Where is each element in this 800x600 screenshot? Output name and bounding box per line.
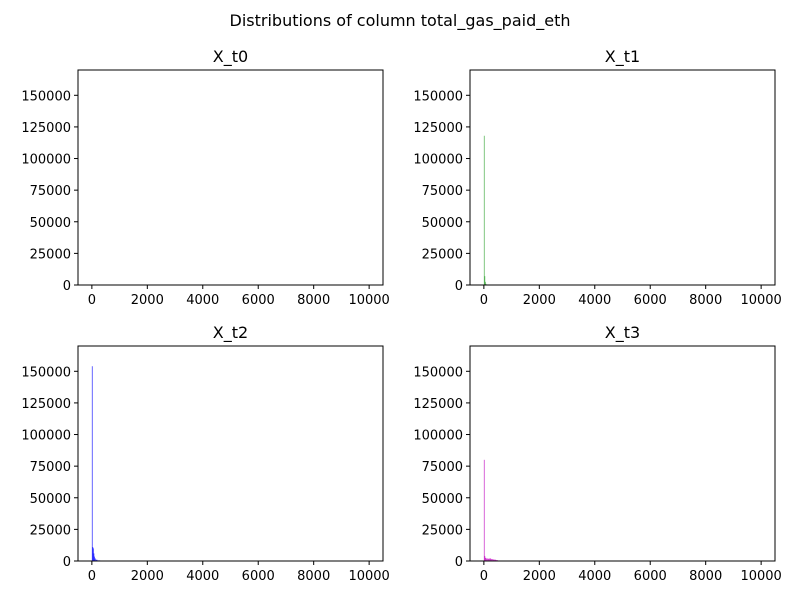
y-tick-label: 25000 (422, 247, 463, 262)
subplot-title: X_t3 (605, 323, 640, 343)
axes-frame (469, 69, 776, 286)
x-tick-label: 0 (88, 569, 96, 584)
x-tick-label: 2000 (131, 293, 164, 308)
y-tick-label: 50000 (30, 216, 71, 231)
y-tick-label: 150000 (21, 365, 71, 380)
x-tick-label: 6000 (634, 569, 667, 584)
histogram-bar (94, 556, 95, 561)
histogram-bar (94, 558, 96, 561)
y-tick-label: 50000 (422, 492, 463, 507)
y-tick-label: 0 (63, 555, 71, 570)
subplot-grid: X_t00 2000 4000 6000 8000 1000002500050000750… (21, 47, 781, 584)
histogram-bar (484, 557, 487, 561)
y-tick-label: 0 (455, 555, 463, 570)
subplot-x_t2: X_t20 2000 4000 6000 8000 1000002500050000750… (21, 323, 389, 584)
x-tick-label: 0 (480, 569, 488, 584)
x-tick-label: 10000 (740, 569, 781, 584)
x-tick-label: 6000 (242, 569, 275, 584)
histogram-bar (91, 366, 93, 561)
axes-frame (77, 69, 384, 286)
y-tick-label: 75000 (30, 460, 71, 475)
y-tick-label: 75000 (422, 184, 463, 199)
histogram-bar (92, 547, 94, 561)
histogram-bar (491, 559, 493, 561)
y-tick-label: 150000 (413, 89, 463, 104)
axes-frame (469, 345, 776, 562)
x-tick-label: 8000 (689, 569, 722, 584)
y-tick-label: 100000 (413, 153, 463, 168)
x-tick-label: 4000 (578, 293, 611, 308)
axes-frame (77, 345, 384, 562)
y-tick-label: 0 (455, 279, 463, 294)
x-tick-label: 2000 (523, 293, 556, 308)
subplot-title: X_t1 (605, 47, 640, 67)
histogram-bar (484, 276, 486, 285)
histogram-bar (93, 553, 95, 561)
histogram-bar (484, 555, 486, 561)
subplot-x_t1: X_t10 2000 4000 6000 8000 1000002500050000750… (413, 47, 781, 308)
x-tick-label: 8000 (297, 293, 330, 308)
histogram-bar (92, 548, 94, 561)
y-tick-label: 25000 (422, 523, 463, 538)
histogram-bar (487, 558, 490, 561)
y-tick-label: 50000 (422, 216, 463, 231)
histogram-bar (484, 281, 486, 285)
y-tick-label: 25000 (30, 523, 71, 538)
histogram-bar (485, 283, 487, 285)
y-tick-label: 125000 (21, 121, 71, 136)
y-tick-label: 50000 (30, 492, 71, 507)
y-tick-label: 100000 (413, 429, 463, 444)
x-tick-label: 10000 (740, 293, 781, 308)
y-tick-label: 125000 (21, 397, 71, 412)
x-tick-label: 8000 (689, 293, 722, 308)
x-tick-label: 6000 (242, 293, 275, 308)
histogram-bar (494, 559, 497, 561)
subplot-title: X_t0 (213, 47, 248, 67)
histogram-bar (486, 558, 488, 561)
subplot-title: X_t2 (213, 323, 248, 343)
y-tick-label: 75000 (422, 460, 463, 475)
x-tick-label: 4000 (186, 293, 219, 308)
x-tick-label: 10000 (348, 293, 389, 308)
histogram-bar (483, 135, 485, 285)
x-tick-label: 4000 (578, 569, 611, 584)
histogram-bar (489, 558, 492, 561)
y-tick-label: 100000 (21, 153, 71, 168)
histogram-bar (483, 459, 485, 561)
figure-title: Distributions of column total_gas_paid_e… (230, 11, 571, 31)
y-tick-label: 25000 (30, 247, 71, 262)
x-tick-label: 0 (88, 293, 96, 308)
subplot-x_t0: X_t00 2000 4000 6000 8000 1000002500050000750… (21, 47, 389, 308)
y-tick-label: 150000 (413, 365, 463, 380)
y-tick-label: 125000 (413, 121, 463, 136)
y-tick-label: 150000 (21, 89, 71, 104)
x-tick-label: 2000 (131, 569, 164, 584)
subplot-x_t3: X_t30 2000 4000 6000 8000 1000002500050000750… (413, 323, 781, 584)
x-tick-label: 6000 (634, 293, 667, 308)
x-tick-label: 4000 (186, 569, 219, 584)
y-tick-label: 125000 (413, 397, 463, 412)
histogram-bar (95, 559, 98, 561)
x-tick-label: 8000 (297, 569, 330, 584)
y-tick-label: 100000 (21, 429, 71, 444)
y-tick-label: 75000 (30, 184, 71, 199)
x-tick-label: 10000 (348, 569, 389, 584)
y-tick-label: 0 (63, 279, 71, 294)
x-tick-label: 2000 (523, 569, 556, 584)
histogram-bar (492, 559, 495, 561)
x-tick-label: 0 (480, 293, 488, 308)
